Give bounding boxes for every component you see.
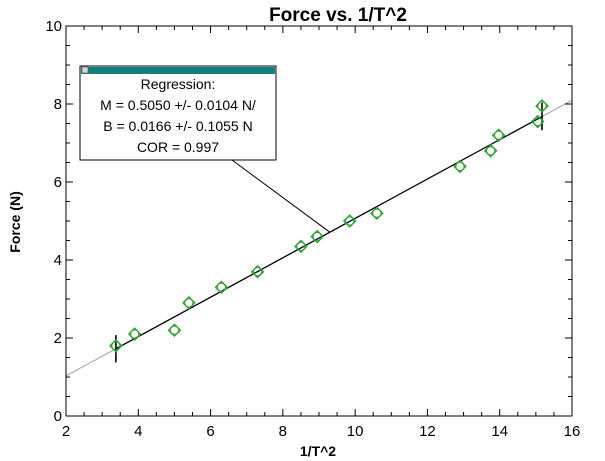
regression-box[interactable]: Regression: M = 0.5050 +/- 0.0104 N/ B =… [79, 65, 277, 161]
data-point [294, 239, 308, 254]
x-tick-label: 16 [564, 423, 581, 440]
data-point [109, 338, 123, 353]
data-point [182, 296, 196, 310]
regression-correlation: COR = 0.997 [137, 139, 219, 155]
data-points-layer [109, 99, 549, 353]
x-tick-label: 12 [419, 423, 436, 440]
regression-intercept: B = 0.0166 +/- 0.1055 N [103, 118, 252, 134]
x-axis-label: 1/T^2 [300, 443, 336, 459]
regression-line-layer [115, 116, 543, 350]
data-point [127, 327, 142, 341]
y-tick-label: 2 [54, 330, 62, 347]
data-point [342, 214, 357, 228]
regression-box-frame [79, 65, 277, 161]
data-point [530, 114, 545, 129]
y-tick-label: 0 [54, 408, 62, 425]
regression-leader-line [231, 159, 331, 233]
leader-line-layer [231, 159, 331, 233]
x-tick-label: 6 [206, 423, 214, 440]
data-point [214, 280, 229, 295]
regression-box-close-icon[interactable] [81, 66, 89, 74]
data-point [483, 143, 498, 158]
regression-box-titlebar[interactable] [81, 67, 275, 74]
y-axis-label: Force (N) [7, 191, 23, 252]
data-point [369, 206, 384, 221]
x-tick-label: 4 [134, 423, 142, 440]
data-point [535, 99, 549, 113]
y-tick-label: 10 [45, 18, 62, 35]
x-tick-label: 8 [279, 423, 287, 440]
y-tick-label: 8 [54, 96, 62, 113]
data-point [491, 128, 506, 143]
chart-title: Force vs. 1/T^2 [269, 5, 407, 26]
regression-title: Regression: [141, 76, 216, 92]
y-tick-label: 6 [54, 174, 62, 191]
data-point [310, 229, 325, 244]
x-tick-label: 14 [491, 423, 508, 440]
regression-line [115, 116, 543, 350]
data-point [167, 323, 182, 338]
data-point [250, 264, 265, 279]
data-point [453, 159, 467, 174]
x-tick-label: 10 [347, 423, 364, 440]
regression-slope: M = 0.5050 +/- 0.0104 N/ [100, 97, 256, 113]
y-tick-label: 4 [54, 252, 62, 269]
x-tick-label: 2 [62, 423, 70, 440]
